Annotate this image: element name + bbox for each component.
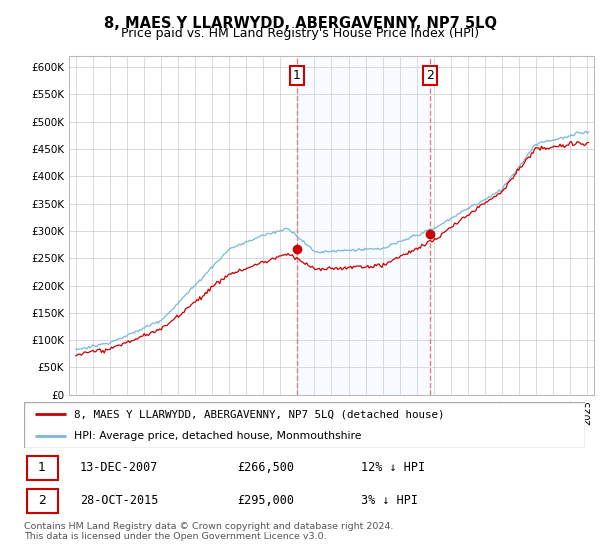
Text: 28-OCT-2015: 28-OCT-2015 — [80, 494, 158, 507]
Bar — [27, 489, 58, 513]
Text: 3% ↓ HPI: 3% ↓ HPI — [361, 494, 418, 507]
Text: HPI: Average price, detached house, Monmouthshire: HPI: Average price, detached house, Monm… — [74, 431, 362, 441]
Text: 12% ↓ HPI: 12% ↓ HPI — [361, 461, 425, 474]
Text: 13-DEC-2007: 13-DEC-2007 — [80, 461, 158, 474]
Text: 8, MAES Y LLARWYDD, ABERGAVENNY, NP7 5LQ: 8, MAES Y LLARWYDD, ABERGAVENNY, NP7 5LQ — [104, 16, 497, 31]
Bar — [27, 456, 58, 480]
Bar — [296, 56, 430, 395]
Text: 8, MAES Y LLARWYDD, ABERGAVENNY, NP7 5LQ (detached house): 8, MAES Y LLARWYDD, ABERGAVENNY, NP7 5LQ… — [74, 409, 445, 419]
Text: Contains HM Land Registry data © Crown copyright and database right 2024.
This d: Contains HM Land Registry data © Crown c… — [24, 522, 394, 542]
Text: £295,000: £295,000 — [237, 494, 294, 507]
Text: Price paid vs. HM Land Registry's House Price Index (HPI): Price paid vs. HM Land Registry's House … — [121, 27, 479, 40]
Text: 1: 1 — [38, 461, 46, 474]
Text: £266,500: £266,500 — [237, 461, 294, 474]
Text: 1: 1 — [293, 69, 301, 82]
Text: 2: 2 — [426, 69, 434, 82]
Text: 2: 2 — [38, 494, 46, 507]
